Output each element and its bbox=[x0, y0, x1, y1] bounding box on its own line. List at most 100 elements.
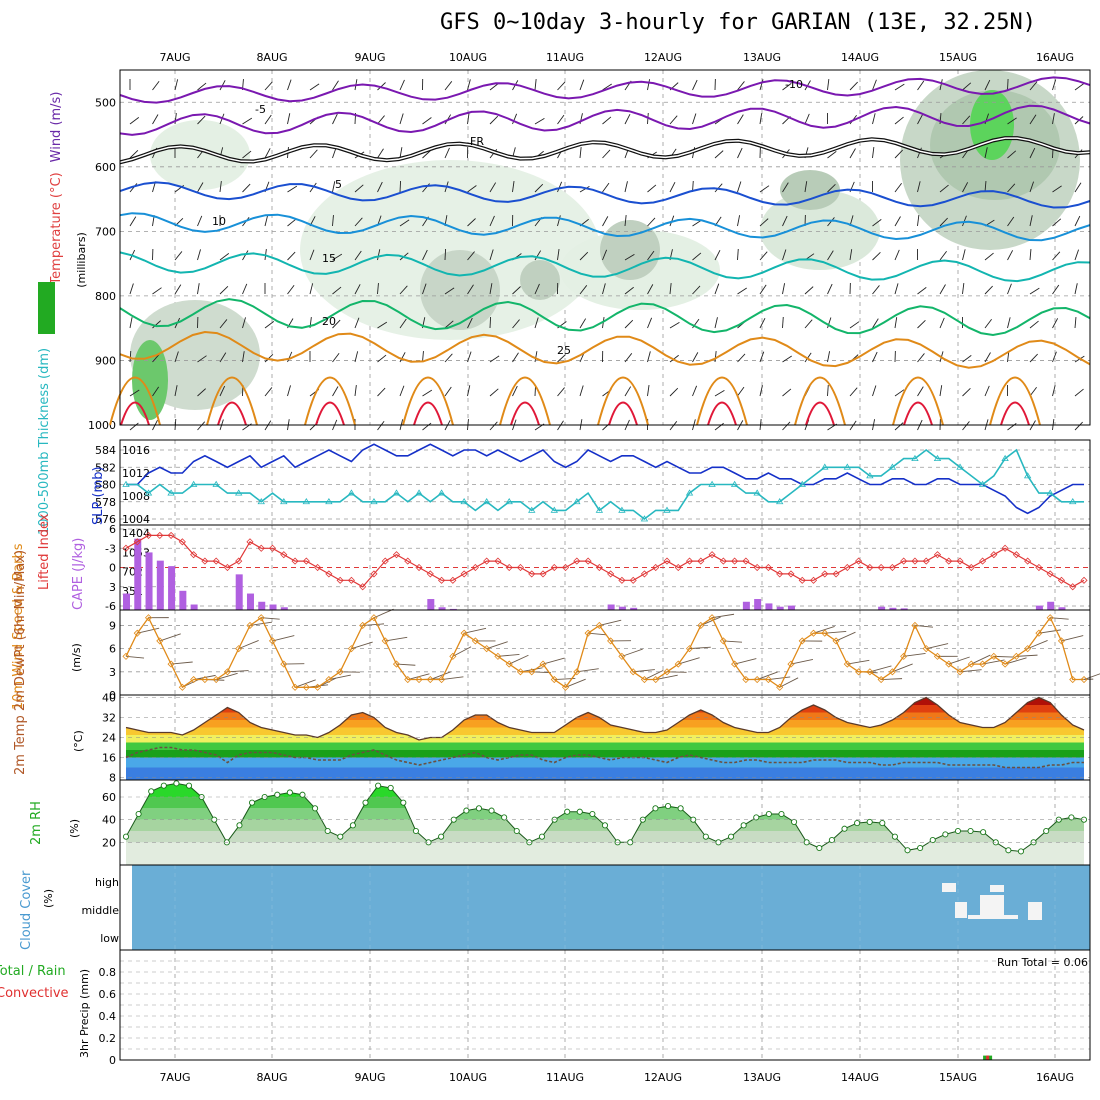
top-date-axis: 7AUG 8AUG 9AUG 10AUG 11AUG 12AUG 13AUG 14AUG 15A… bbox=[159, 51, 1074, 64]
li-line bbox=[125, 534, 1085, 588]
wind10-marker bbox=[325, 675, 333, 684]
rh-marker bbox=[312, 805, 319, 812]
wind-barb bbox=[377, 115, 385, 125]
wind-barb bbox=[1007, 283, 1012, 295]
wind10-marker bbox=[832, 637, 840, 645]
wind-barb bbox=[602, 216, 609, 227]
cloud-units: (%) bbox=[42, 889, 55, 908]
temperature-contour bbox=[119, 76, 1091, 104]
thickness-marker bbox=[956, 463, 964, 470]
wind10-marker bbox=[449, 652, 457, 660]
wind-barb bbox=[1007, 117, 1017, 125]
li-marker bbox=[674, 563, 682, 572]
wind10-marker bbox=[843, 660, 851, 668]
wind-barb bbox=[939, 284, 946, 295]
li-marker bbox=[776, 570, 784, 578]
li-marker bbox=[133, 538, 141, 546]
wind-barb bbox=[1052, 79, 1057, 91]
wind-barb bbox=[984, 385, 990, 397]
wind-barb bbox=[579, 285, 588, 295]
wind-barb bbox=[759, 218, 769, 227]
wind-barb bbox=[917, 114, 924, 125]
date-tick-label: 12AUG bbox=[644, 51, 682, 64]
li-marker bbox=[1046, 570, 1054, 578]
cloud-patch bbox=[968, 915, 1018, 919]
wind-barb bbox=[894, 422, 904, 431]
wind-barb bbox=[489, 115, 499, 125]
precip-ylabel: 3hr Precip (mm) bbox=[78, 969, 91, 1058]
wind-barb bbox=[444, 248, 447, 261]
wind10-barb bbox=[565, 678, 586, 688]
wind-barb bbox=[1029, 249, 1032, 261]
wind-barb bbox=[827, 384, 829, 397]
rh-marker bbox=[173, 780, 180, 787]
wind-barb bbox=[579, 79, 585, 91]
wind-barb bbox=[287, 351, 293, 363]
run-total-label: Run Total = 0.06 bbox=[997, 956, 1088, 969]
wind10-marker bbox=[1024, 645, 1032, 653]
thickness-marker bbox=[1001, 454, 1009, 462]
wind-barb bbox=[242, 150, 252, 159]
wind-barb bbox=[557, 114, 565, 125]
wind-barb bbox=[557, 215, 561, 227]
wind-barb bbox=[714, 389, 725, 397]
li-marker bbox=[742, 557, 750, 565]
rh-marker bbox=[980, 829, 987, 836]
thickness-marker bbox=[302, 497, 311, 505]
wind-barb bbox=[647, 217, 656, 227]
wind-barb bbox=[804, 352, 812, 363]
wind10-marker bbox=[697, 621, 705, 630]
cloud-ylabel: Cloud Cover bbox=[19, 870, 34, 950]
wind-barb bbox=[399, 285, 408, 295]
wind-barb bbox=[602, 83, 612, 91]
temp-tick-label: 24 bbox=[102, 732, 116, 745]
li-marker bbox=[505, 563, 513, 572]
wind-barb bbox=[197, 421, 206, 431]
wind-barb bbox=[287, 385, 291, 397]
wind-barb bbox=[1052, 218, 1062, 227]
wind-barb bbox=[197, 388, 206, 397]
temperature-band bbox=[126, 767, 1084, 780]
wind-barb bbox=[917, 353, 925, 363]
rh-legend-swatch bbox=[38, 282, 55, 334]
wind-barb bbox=[579, 185, 590, 193]
temperature-contour bbox=[805, 401, 835, 426]
thickness-marker bbox=[821, 463, 829, 470]
li-marker bbox=[1069, 583, 1077, 591]
li-marker bbox=[404, 557, 412, 565]
date-tick-label: 13AUG bbox=[743, 51, 781, 64]
cape-bar bbox=[179, 590, 187, 610]
wind10-marker bbox=[663, 668, 671, 676]
precip-convective-bar bbox=[986, 1055, 990, 1060]
thickness-marker bbox=[663, 506, 671, 513]
wind-barb bbox=[692, 352, 699, 363]
wind-barb bbox=[894, 149, 903, 159]
cape-bar bbox=[618, 606, 626, 610]
contour-label: -10 bbox=[785, 78, 803, 91]
wind-barb bbox=[1052, 113, 1055, 125]
wind-barb bbox=[669, 354, 679, 363]
contour-label: FR bbox=[470, 135, 484, 148]
wind-barb bbox=[939, 250, 947, 261]
wind-barb bbox=[759, 185, 770, 193]
wind-barb bbox=[129, 283, 134, 295]
contour-label: 15 bbox=[322, 252, 336, 265]
wind-barb bbox=[242, 351, 245, 363]
date-tick-label: 8AUG bbox=[256, 51, 287, 64]
cloud-panel: high middle low Cloud Cover (%) bbox=[19, 864, 1091, 951]
li-marker bbox=[798, 576, 806, 584]
wind10-marker bbox=[404, 675, 412, 684]
wind-barb bbox=[737, 248, 739, 261]
wind-barb bbox=[174, 113, 177, 125]
wind-barb bbox=[557, 181, 563, 193]
thickness-marker bbox=[234, 489, 243, 496]
wind-barb bbox=[309, 83, 320, 91]
wind-barb bbox=[894, 317, 898, 329]
date-tick-label: 10AUG bbox=[449, 51, 487, 64]
thickness-tick-label: 584 bbox=[95, 444, 116, 457]
temp-tick-label: 16 bbox=[102, 752, 116, 765]
wind10-barb bbox=[926, 643, 949, 650]
wind-barb bbox=[872, 113, 876, 125]
wind-barb bbox=[872, 351, 878, 363]
